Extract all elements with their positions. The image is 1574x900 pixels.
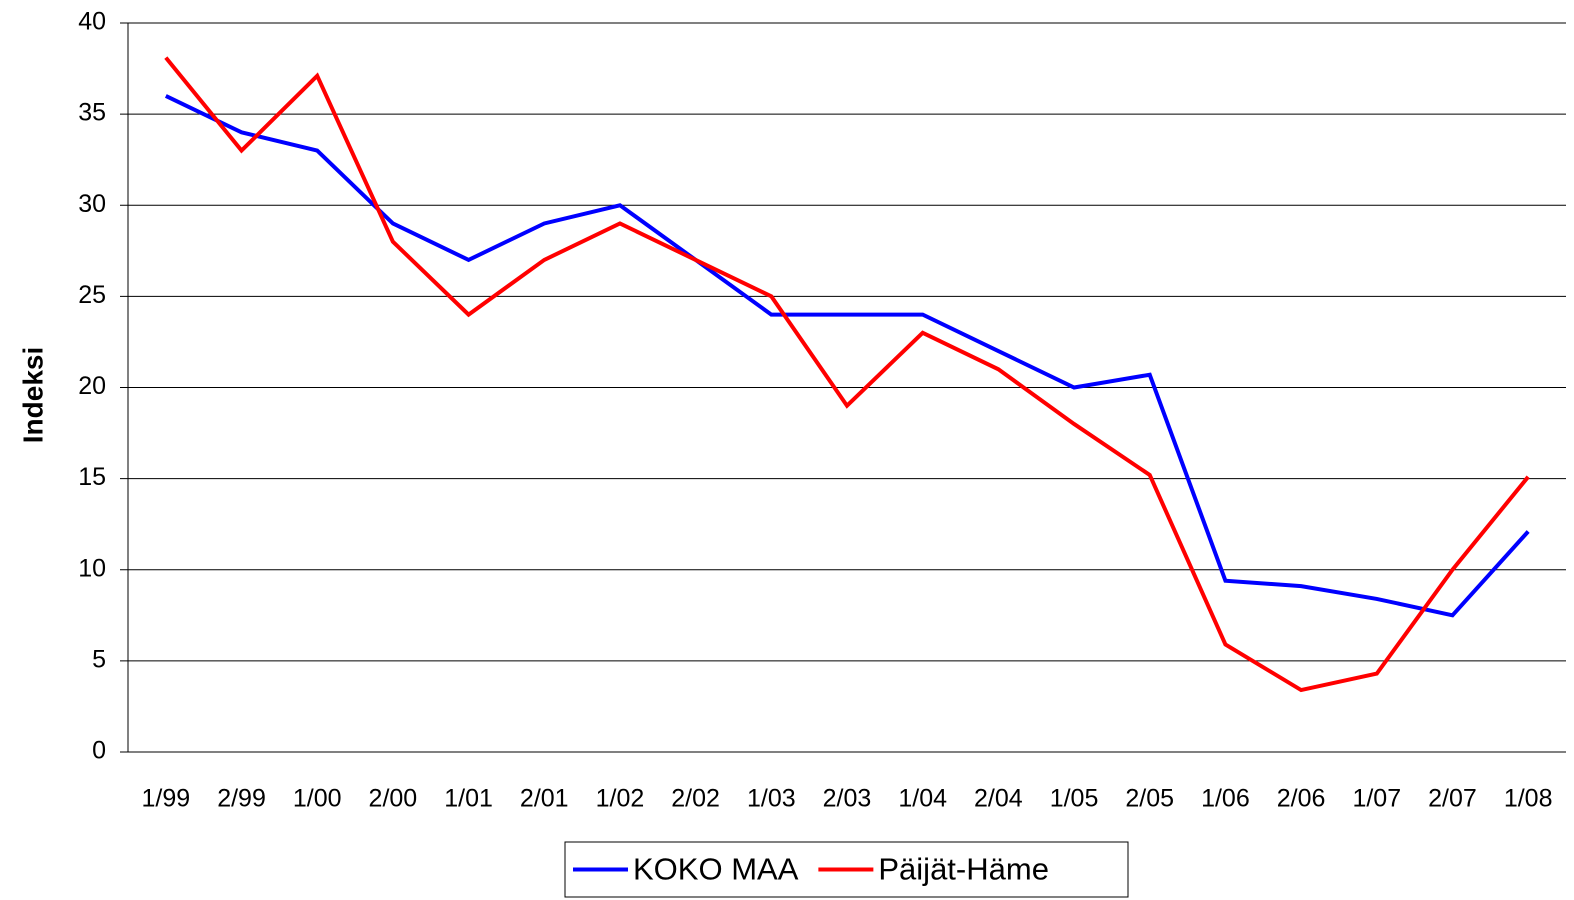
x-tick-label: 1/99 xyxy=(142,785,191,813)
series-line xyxy=(164,56,1530,693)
x-tick-label: 2/99 xyxy=(217,785,266,813)
x-tick-label: 1/04 xyxy=(898,785,947,813)
x-tick-label: 2/00 xyxy=(369,785,418,813)
x-tick-label: 2/07 xyxy=(1428,785,1477,813)
x-tick-label: 2/03 xyxy=(823,785,872,813)
x-tick-label: 1/02 xyxy=(596,785,645,813)
legend-label: KOKO MAA xyxy=(633,852,799,887)
y-tick-label: 30 xyxy=(78,190,106,218)
x-tick-label: 2/04 xyxy=(974,785,1023,813)
x-tick-label: 1/06 xyxy=(1201,785,1250,813)
x-tick-label: 2/06 xyxy=(1277,785,1326,813)
x-tick-label: 1/07 xyxy=(1352,785,1401,813)
x-tick-label: 1/01 xyxy=(444,785,493,813)
y-tick-label: 20 xyxy=(78,372,106,400)
y-tick-label: 15 xyxy=(78,463,106,491)
y-tick-label: 10 xyxy=(78,554,106,582)
y-tick-label: 5 xyxy=(92,645,106,673)
y-axis-label: Indeksi xyxy=(17,347,48,443)
y-tick-label: 25 xyxy=(78,281,106,309)
x-tick-label: 1/05 xyxy=(1050,785,1099,813)
y-tick-label: 0 xyxy=(92,737,106,765)
legend-label: Päijät-Häme xyxy=(878,852,1049,887)
x-tick-label: 2/02 xyxy=(671,785,720,813)
series-line xyxy=(164,94,1530,618)
x-tick-label: 1/03 xyxy=(747,785,796,813)
y-tick-label: 40 xyxy=(78,8,106,36)
x-tick-label: 2/05 xyxy=(1125,785,1174,813)
x-tick-label: 2/01 xyxy=(520,785,569,813)
x-tick-label: 1/08 xyxy=(1504,785,1553,813)
x-tick-label: 1/00 xyxy=(293,785,342,813)
y-tick-label: 35 xyxy=(78,99,106,127)
